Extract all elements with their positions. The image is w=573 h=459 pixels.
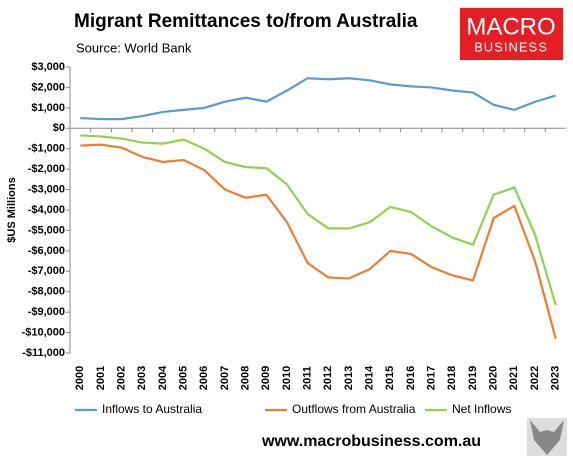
x-tick-label: 2007 [219,366,231,390]
y-tick-label: -$9,000 [28,306,65,318]
y-tick-label: -$4,000 [28,204,65,216]
y-tick-label: -$7,000 [28,265,65,277]
x-tick-label: 2016 [405,366,417,390]
y-tick-label: -$5,000 [28,224,65,236]
x-tick-label: 2006 [198,366,210,390]
legend-label: Inflows to Australia [102,402,202,416]
x-tick-label: 2005 [178,366,190,390]
x-tick-label: 2003 [136,366,148,390]
legend-label: Net Inflows [452,402,511,416]
x-tick-label: 2018 [446,366,458,390]
y-tick-label: -$8,000 [28,286,65,298]
series-line [80,134,557,306]
y-tick-label: $0 [53,122,65,134]
x-tick-label: 2009 [260,366,272,390]
chart-title: Migrant Remittances to/from Australia [74,11,418,32]
y-tick-label: -$11,000 [22,347,65,359]
logo-box [460,8,563,60]
series-line [80,143,557,339]
x-tick-label: 2001 [95,366,107,390]
x-tick-label: 2021 [508,366,520,390]
x-tick-label: 2023 [550,366,562,390]
y-tick-label: $2,000 [31,81,65,93]
y-axis-label: $US Millions [6,177,18,242]
x-tick-label: 2022 [529,366,541,390]
x-tick-label: 2017 [426,366,438,390]
legend-label: Outflows from Australia [292,402,416,416]
logo-text: BUSINESS [474,39,548,54]
wolf-logo [527,418,567,456]
x-tick-label: 2011 [302,366,314,390]
y-tick-label: -$10,000 [22,326,65,338]
x-tick-label: 2008 [240,366,252,390]
y-tick-label: $1,000 [31,102,65,114]
x-tick-label: 2013 [343,366,355,390]
logo-text: MACRO [466,13,555,40]
x-tick-label: 2014 [364,365,376,390]
x-tick-label: 2020 [488,366,500,390]
footer: www.macrobusiness.com.au [261,433,481,450]
x-tick-label: 2019 [467,366,479,390]
y-tick-label: -$1,000 [28,143,65,155]
x-tick-label: 2000 [74,366,86,390]
x-tick-label: 2010 [281,366,293,390]
chart-subtitle: Source: World Bank [76,40,192,55]
y-tick-label: -$2,000 [28,163,65,175]
series-line [80,77,556,121]
x-tick-label: 2004 [157,365,169,390]
x-tick-label: 2012 [322,366,334,390]
y-tick-label: -$3,000 [28,183,65,195]
x-tick-label: 2015 [384,366,396,390]
y-tick-label: $3,000 [31,61,65,73]
x-tick-label: 2002 [116,366,128,390]
y-tick-label: -$6,000 [28,245,65,257]
